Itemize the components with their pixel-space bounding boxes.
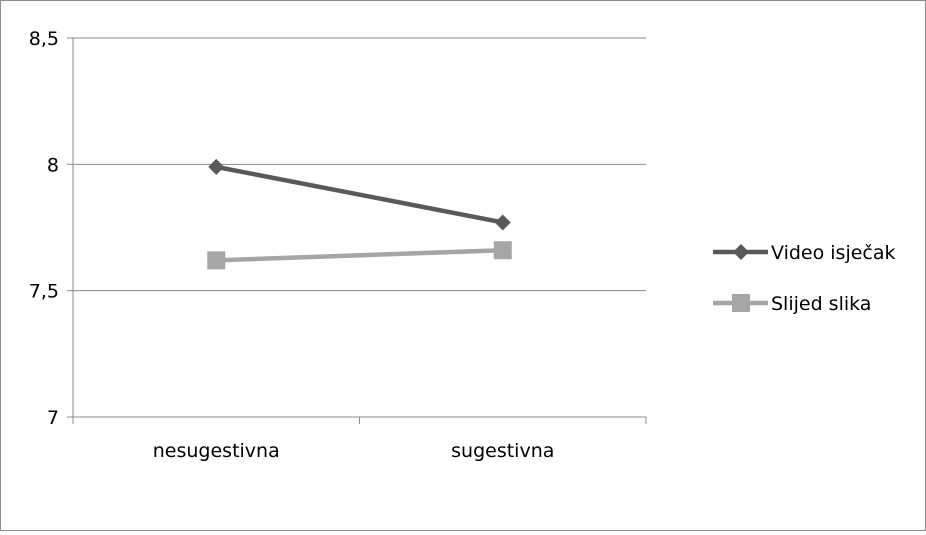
legend-label: Slijed slika bbox=[771, 293, 871, 315]
series-0 bbox=[208, 158, 511, 231]
legend: Video isječak Slijed slika bbox=[713, 242, 896, 315]
square-marker bbox=[493, 241, 512, 260]
y-tick-label: 8,5 bbox=[29, 28, 59, 50]
y-tick-label: 7 bbox=[47, 407, 59, 429]
y-tick-label: 7,5 bbox=[29, 281, 59, 303]
diamond-marker bbox=[208, 158, 225, 175]
square-marker bbox=[732, 294, 750, 312]
diamond-marker bbox=[733, 244, 749, 260]
diamond-marker bbox=[494, 214, 511, 231]
square-marker bbox=[207, 251, 226, 270]
gridlines bbox=[73, 37, 646, 292]
series-line bbox=[215, 164, 504, 225]
x-tick-label: nesugestivna bbox=[153, 440, 280, 462]
axes: 7 7,5 8 8,5 nesugestivna sugestivna bbox=[29, 28, 647, 462]
series-1 bbox=[207, 241, 512, 270]
legend-item: Slijed slika bbox=[713, 293, 871, 315]
x-tick-label: sugestivna bbox=[451, 440, 554, 462]
series-line bbox=[216, 247, 503, 263]
legend-item: Video isječak bbox=[713, 242, 896, 264]
legend-label: Video isječak bbox=[771, 242, 896, 264]
series-lines bbox=[207, 158, 512, 270]
y-tick-label: 8 bbox=[47, 154, 59, 176]
